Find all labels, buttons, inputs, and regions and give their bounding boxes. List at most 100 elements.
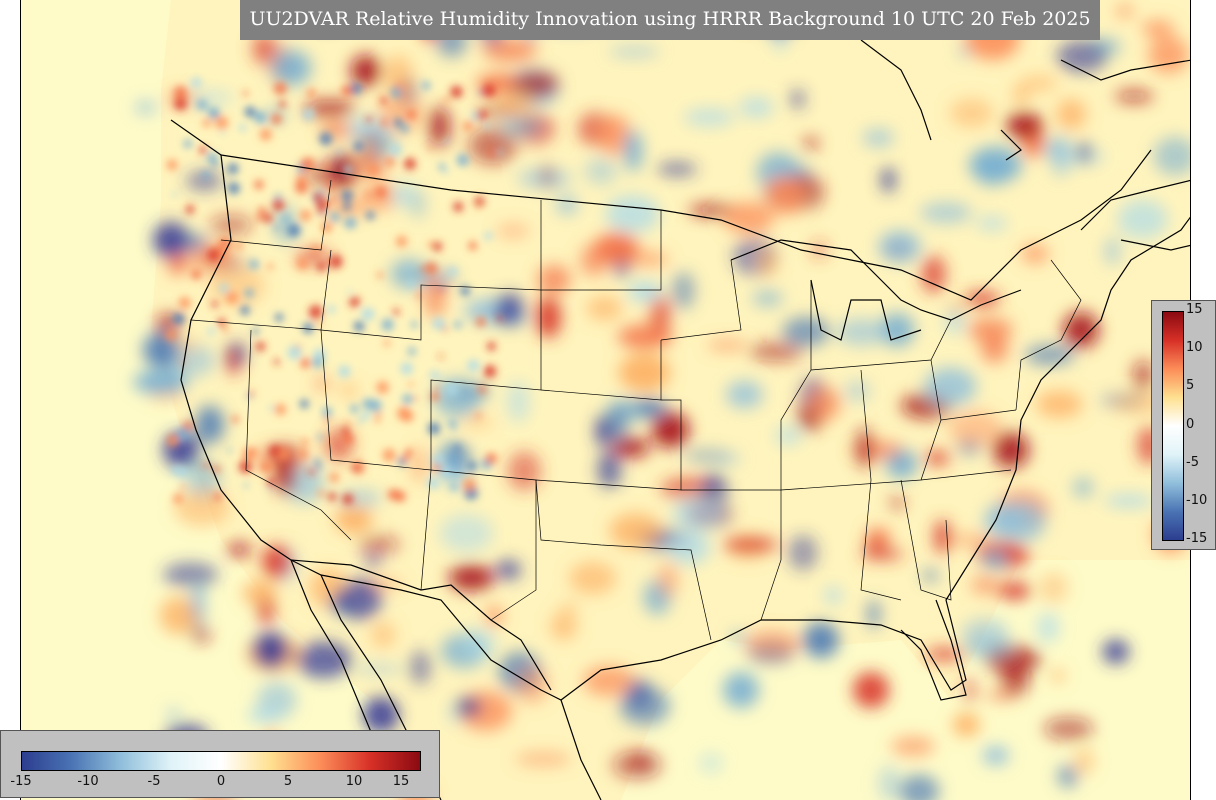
positive-anomaly bbox=[963, 676, 976, 704]
negative-anomaly bbox=[455, 697, 482, 717]
negative-anomaly bbox=[982, 550, 1008, 569]
positive-detail bbox=[234, 241, 243, 250]
negative-anomaly bbox=[791, 89, 805, 109]
positive-detail bbox=[274, 403, 287, 416]
positive-detail bbox=[432, 241, 443, 252]
colorbar-horizontal-gradient bbox=[21, 751, 421, 771]
positive-anomaly bbox=[569, 561, 617, 595]
colorbar-vertical-tick: -5 bbox=[1186, 455, 1199, 470]
negative-anomaly bbox=[898, 774, 940, 800]
positive-detail bbox=[207, 248, 221, 262]
positive-detail bbox=[222, 326, 229, 333]
negative-detail bbox=[429, 370, 439, 380]
positive-detail bbox=[374, 416, 381, 423]
negative-anomaly bbox=[337, 579, 382, 620]
negative-detail bbox=[244, 106, 256, 118]
negative-anomaly bbox=[135, 101, 156, 114]
positive-anomaly bbox=[497, 87, 534, 116]
negative-detail bbox=[353, 320, 365, 332]
great-lakes bbox=[730, 239, 1022, 341]
colorbar-horizontal-tick: -15 bbox=[10, 774, 32, 789]
positive-detail bbox=[301, 438, 309, 446]
positive-detail bbox=[259, 464, 267, 471]
colorbar-horizontal-tick: -10 bbox=[77, 774, 99, 789]
positive-detail bbox=[341, 426, 350, 435]
positive-anomaly bbox=[1133, 359, 1154, 392]
negative-detail bbox=[254, 111, 267, 124]
positive-detail bbox=[215, 116, 229, 130]
negative-detail bbox=[357, 419, 362, 424]
positive-detail bbox=[376, 411, 382, 417]
negative-detail bbox=[456, 153, 469, 167]
negative-detail bbox=[314, 458, 321, 465]
positive-detail bbox=[342, 493, 354, 505]
positive-detail bbox=[477, 109, 488, 120]
positive-anomaly bbox=[953, 713, 980, 737]
mexico-gulf-coast bbox=[560, 699, 602, 800]
negative-anomaly bbox=[878, 230, 921, 263]
colorbar-horizontal-tick: 10 bbox=[345, 774, 363, 789]
positive-detail bbox=[427, 146, 432, 151]
positive-detail bbox=[475, 202, 481, 209]
colorbar-horizontal-tick: 5 bbox=[283, 774, 293, 789]
positive-detail bbox=[249, 390, 255, 396]
maritimes-coast bbox=[1080, 179, 1190, 251]
positive-anomaly bbox=[496, 224, 530, 238]
negative-detail bbox=[287, 223, 301, 237]
negative-detail bbox=[240, 305, 250, 316]
positive-detail bbox=[406, 109, 417, 120]
positive-detail bbox=[306, 88, 317, 98]
positive-detail bbox=[462, 120, 473, 132]
negative-detail bbox=[390, 86, 403, 99]
positive-detail bbox=[202, 118, 211, 128]
negative-anomaly bbox=[556, 195, 578, 215]
negative-anomaly bbox=[699, 752, 723, 774]
negative-detail bbox=[211, 112, 217, 118]
positive-anomaly bbox=[586, 295, 623, 321]
negative-anomaly bbox=[1073, 477, 1093, 498]
negative-anomaly bbox=[923, 569, 938, 582]
negative-anomaly bbox=[667, 530, 711, 565]
positive-anomaly bbox=[998, 582, 1031, 600]
negative-detail bbox=[273, 226, 278, 231]
positive-anomaly bbox=[651, 411, 690, 448]
positive-detail bbox=[400, 92, 405, 97]
negative-detail bbox=[389, 144, 401, 156]
positive-detail bbox=[453, 201, 464, 212]
positive-detail bbox=[278, 100, 286, 108]
negative-detail bbox=[445, 383, 459, 396]
positive-detail bbox=[475, 412, 482, 419]
positive-detail bbox=[367, 164, 380, 177]
map-title: UU2DVAR Relative Humidity Innovation usi… bbox=[240, 0, 1100, 40]
positive-anomaly bbox=[963, 292, 1001, 306]
positive-anomaly bbox=[168, 252, 188, 275]
positive-anomaly bbox=[855, 427, 874, 469]
positive-anomaly bbox=[924, 451, 950, 465]
negative-anomaly bbox=[1077, 142, 1091, 163]
positive-anomaly bbox=[723, 537, 778, 552]
state-boundaries bbox=[190, 179, 1082, 641]
positive-anomaly bbox=[618, 353, 671, 392]
negative-detail bbox=[177, 427, 191, 441]
positive-anomaly bbox=[949, 98, 994, 128]
positive-anomaly bbox=[925, 648, 964, 661]
colorbar-vertical-tick: 10 bbox=[1186, 340, 1203, 355]
negative-anomaly bbox=[619, 686, 671, 726]
positive-anomaly bbox=[1000, 663, 1030, 696]
positive-anomaly bbox=[209, 214, 253, 236]
positive-detail bbox=[203, 462, 210, 469]
negative-detail bbox=[268, 405, 274, 411]
positive-detail bbox=[342, 433, 354, 445]
negative-detail bbox=[171, 192, 177, 197]
negative-detail bbox=[248, 259, 259, 270]
negative-anomaly bbox=[411, 189, 425, 219]
positive-anomaly bbox=[1020, 74, 1058, 92]
positive-detail bbox=[396, 406, 411, 421]
negative-anomaly bbox=[824, 586, 842, 605]
positive-detail bbox=[295, 181, 308, 194]
negative-detail bbox=[302, 107, 315, 121]
positive-detail bbox=[496, 315, 503, 322]
positive-anomaly bbox=[275, 455, 295, 496]
positive-detail bbox=[173, 493, 184, 504]
positive-anomaly bbox=[1056, 99, 1086, 130]
